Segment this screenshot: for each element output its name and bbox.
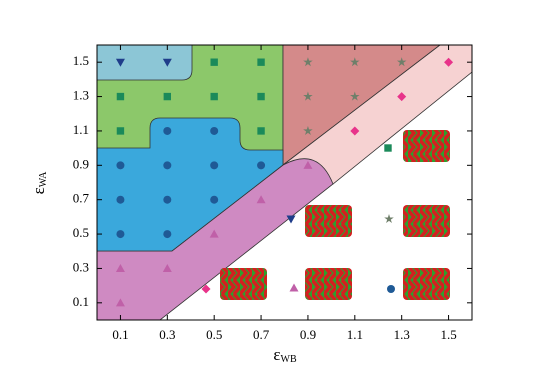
x-tick-label: 0.1 (112, 327, 128, 342)
marker (210, 161, 219, 170)
x-axis-label: εWB (273, 345, 297, 365)
y-tick-label: 0.1 (73, 294, 89, 309)
marker (350, 126, 360, 136)
snapshot-key (384, 214, 394, 224)
marker (396, 57, 407, 67)
snapshot-key (387, 285, 395, 293)
y-axis-label: εWA (29, 171, 49, 194)
marker (257, 58, 265, 66)
snapshot (305, 205, 352, 237)
snapshot-key (384, 144, 392, 152)
marker (115, 58, 125, 67)
marker (210, 195, 219, 204)
plot-frame (96, 44, 473, 321)
marker (162, 58, 172, 67)
x-label-symbol: ε (273, 345, 280, 364)
marker (163, 230, 172, 239)
y-label-subscript: WA (38, 171, 49, 187)
y-tick-label: 0.5 (73, 225, 89, 240)
marker (116, 161, 125, 170)
marker (350, 57, 360, 67)
y-tick-label: 0.3 (73, 259, 89, 274)
marker (115, 263, 125, 272)
marker (163, 161, 172, 170)
marker (116, 230, 125, 239)
regions (96, 44, 473, 321)
marker (350, 91, 360, 101)
y-tick-label: 1.1 (73, 122, 89, 137)
snapshot (403, 130, 450, 162)
snapshots (220, 130, 450, 300)
marker (163, 126, 172, 135)
marker (257, 92, 265, 101)
y-tick-label: 0.7 (73, 191, 90, 206)
marker (303, 160, 313, 169)
x-tick-label: 1.1 (347, 327, 363, 342)
snapshot (403, 205, 450, 237)
marker (210, 58, 218, 66)
marker (256, 195, 266, 204)
marker (210, 92, 218, 101)
marker (303, 125, 313, 135)
region-light-blue (96, 44, 193, 81)
snapshot-key (286, 215, 296, 224)
y-tick-label: 1.5 (73, 53, 89, 68)
snapshot (305, 268, 352, 300)
x-tick-label: 1.5 (440, 327, 456, 342)
x-label-subscript: WB (281, 354, 297, 365)
marker (444, 57, 454, 67)
x-tick-label: 0.5 (206, 327, 222, 342)
marker (209, 229, 219, 238)
snapshot-key (289, 283, 299, 292)
marker (162, 263, 172, 272)
marker (257, 127, 265, 135)
marker (210, 126, 219, 135)
marker (116, 127, 125, 135)
snapshot-key (201, 284, 211, 294)
marker (115, 298, 125, 307)
y-label-symbol: ε (29, 187, 48, 194)
marker (163, 92, 172, 101)
marker (397, 92, 407, 102)
marker (116, 92, 125, 101)
x-tick-label: 0.9 (300, 327, 316, 342)
marker (163, 195, 172, 204)
x-tick-label: 0.3 (159, 327, 175, 342)
marker (116, 195, 125, 204)
snapshot (220, 268, 267, 300)
y-tick-label: 0.9 (73, 156, 89, 171)
region-blue (96, 117, 284, 252)
marker (303, 57, 313, 67)
x-tick-label: 0.7 (253, 327, 270, 342)
marker (257, 161, 266, 170)
x-tick-label: 1.3 (394, 327, 410, 342)
y-tick-label: 1.3 (73, 88, 89, 103)
snapshot (403, 268, 450, 300)
marker (303, 91, 313, 101)
